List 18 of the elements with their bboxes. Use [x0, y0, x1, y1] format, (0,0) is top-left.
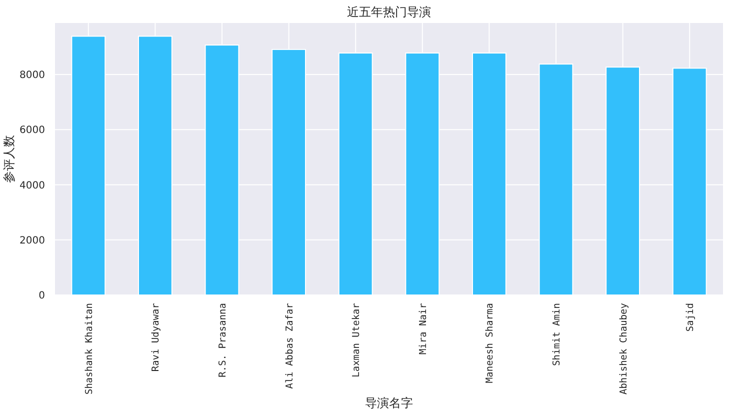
xlabel: 导演名字: [365, 396, 413, 410]
xtick: Mira Nair: [418, 303, 429, 354]
ytick: 0: [38, 290, 45, 302]
ytick: 2000: [20, 235, 45, 246]
xtick: Ravi Udyawar: [150, 303, 162, 372]
xtick: Sajid: [685, 303, 696, 332]
ytick: 4000: [20, 180, 45, 192]
ytick: 6000: [20, 125, 45, 136]
title: 近五年热门导演: [347, 5, 431, 19]
xtick: Laxman Utekar: [351, 303, 362, 378]
xtick: Shashank Khaitan: [84, 303, 95, 395]
xtick: Ali Abbas Zafar: [284, 303, 296, 389]
xtick: Shimit Amin: [552, 303, 562, 366]
xtick: R.S. Prasanna: [218, 303, 228, 378]
xtick: Abhishek Chaubey: [618, 303, 630, 395]
ytick: 8000: [20, 70, 45, 82]
ylabel: 参评人数: [2, 135, 16, 183]
xtick: Maneesh Sharma: [484, 303, 496, 384]
